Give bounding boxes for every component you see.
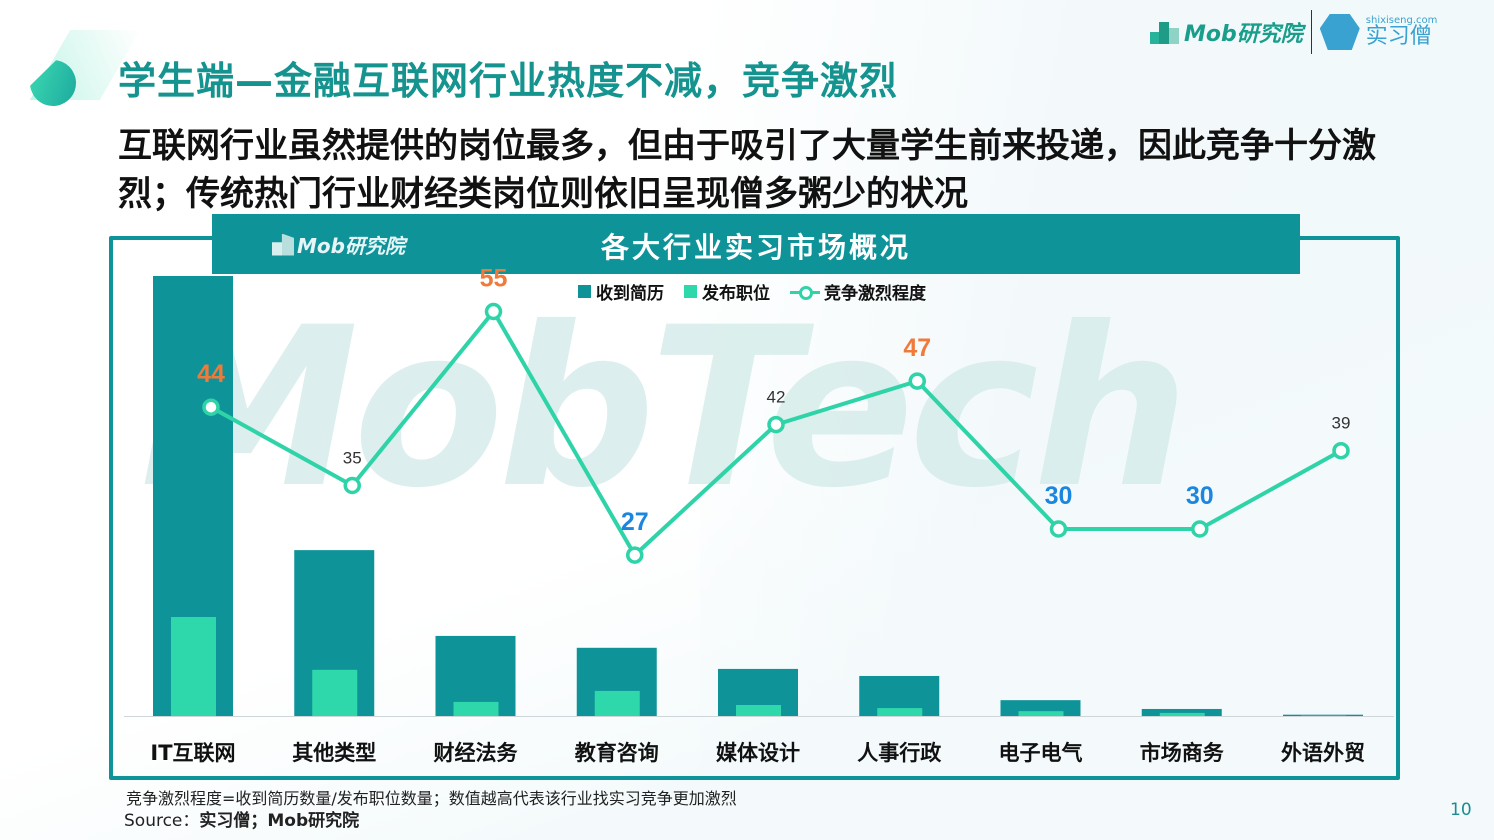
legend-item-received: 收到简历: [578, 279, 664, 304]
slide-subtitle: 互联网行业虽然提供的岗位最多，但由于吸引了大量学生前来投递，因此竞争十分激烈；传…: [118, 126, 1376, 214]
competition-value-label: 47: [903, 334, 931, 362]
header-logos: Mob研究院 shixiseng.com 实习僧: [1150, 10, 1437, 54]
bar-posted: [312, 669, 358, 716]
mob-building-icon: [1150, 20, 1180, 44]
competition-value-label: 55: [480, 265, 508, 293]
competition-value-label: 44: [197, 360, 225, 388]
competition-value-label: 39: [1332, 414, 1351, 433]
competition-point-marker: [484, 302, 503, 321]
page-number: 10: [1450, 800, 1472, 820]
competition-value-label: 27: [621, 508, 649, 536]
competition-value-label: 42: [767, 388, 786, 407]
source-prefix: Source：: [124, 811, 200, 831]
competition-point-marker: [343, 476, 361, 495]
competition-point-marker: [908, 372, 926, 390]
chart-legend: 收到简历 发布职位 竞争激烈程度: [578, 279, 946, 304]
mob-logo: Mob研究院: [1150, 16, 1303, 48]
x-axis-category-label: IT互联网: [150, 741, 236, 765]
shixiseng-name: 实习僧: [1365, 24, 1432, 49]
watermark: MobTech: [140, 280, 1189, 536]
chart-title: 各大行业实习市场概况: [600, 231, 911, 264]
source-line: Source：实习僧；Mob研究院: [124, 806, 359, 831]
bar-posted: [1159, 712, 1205, 716]
x-axis-category-label: 市场商务: [1139, 741, 1224, 765]
x-axis-category-label: 其他类型: [292, 741, 377, 765]
logo-divider: [1310, 10, 1312, 54]
competition-point-marker: [1049, 520, 1068, 538]
footnote: 竞争激烈程度=收到简历数量/发布职位数量；数值越高代表该行业找实习竞争更加激烈: [126, 789, 737, 808]
legend-swatch-posted: [684, 285, 697, 298]
x-axis-category-label: 电子电气: [998, 741, 1083, 765]
bar-posted: [736, 705, 781, 716]
chart-title-bar: Mob研究院 各大行业实习市场概况: [212, 214, 1300, 274]
bar-posted: [171, 617, 216, 716]
mob-logo-text: Mob研究院: [1184, 22, 1303, 47]
shixiseng-url: shixiseng.com: [1365, 15, 1438, 26]
bar-posted: [1018, 711, 1064, 716]
legend-line-marker-icon: [790, 285, 820, 300]
bar-posted: [594, 690, 640, 716]
competition-value-label: 30: [1045, 482, 1073, 510]
competition-point-marker: [1191, 520, 1209, 538]
chart-mob-logo-text: Mob研究院: [297, 234, 405, 258]
competition-point-marker: [626, 546, 644, 564]
legend-swatch-received: [578, 285, 591, 298]
x-axis-category-label: 人事行政: [857, 741, 942, 765]
bar-posted: [877, 708, 923, 716]
bar-posted: [453, 701, 499, 716]
x-axis-category-label: 外语外贸: [1281, 741, 1365, 765]
competition-point-marker: [1332, 441, 1350, 460]
competition-value-label: 35: [343, 449, 362, 468]
bar-received: [1283, 714, 1363, 716]
x-axis-line: [124, 716, 1394, 717]
x-axis-category-label: 教育咨询: [574, 741, 659, 765]
shixiseng-logo: shixiseng.com 实习僧: [1366, 16, 1438, 48]
competition-value-label: 30: [1186, 482, 1214, 510]
legend-item-posted: 发布职位: [684, 279, 770, 304]
bar-received: [1141, 708, 1222, 716]
legend-label-received: 收到简历: [596, 284, 664, 304]
shixiseng-gem-icon: [1319, 14, 1360, 50]
legend-label-posted: 发布职位: [702, 284, 770, 304]
source-text: 实习僧；Mob研究院: [199, 811, 360, 831]
competition-point-marker: [202, 398, 220, 416]
slide-title: 学生端—金融互联网行业热度不减，竞争激烈: [118, 59, 899, 103]
chart-mob-logo: Mob研究院: [272, 230, 405, 259]
legend-item-competition: 竞争激烈程度: [790, 279, 926, 304]
x-axis-category-label: 财经法务: [433, 741, 518, 765]
competition-point-marker: [767, 415, 785, 434]
legend-label-competition: 竞争激烈程度: [824, 284, 926, 304]
x-axis-category-label: 媒体设计: [716, 741, 800, 765]
